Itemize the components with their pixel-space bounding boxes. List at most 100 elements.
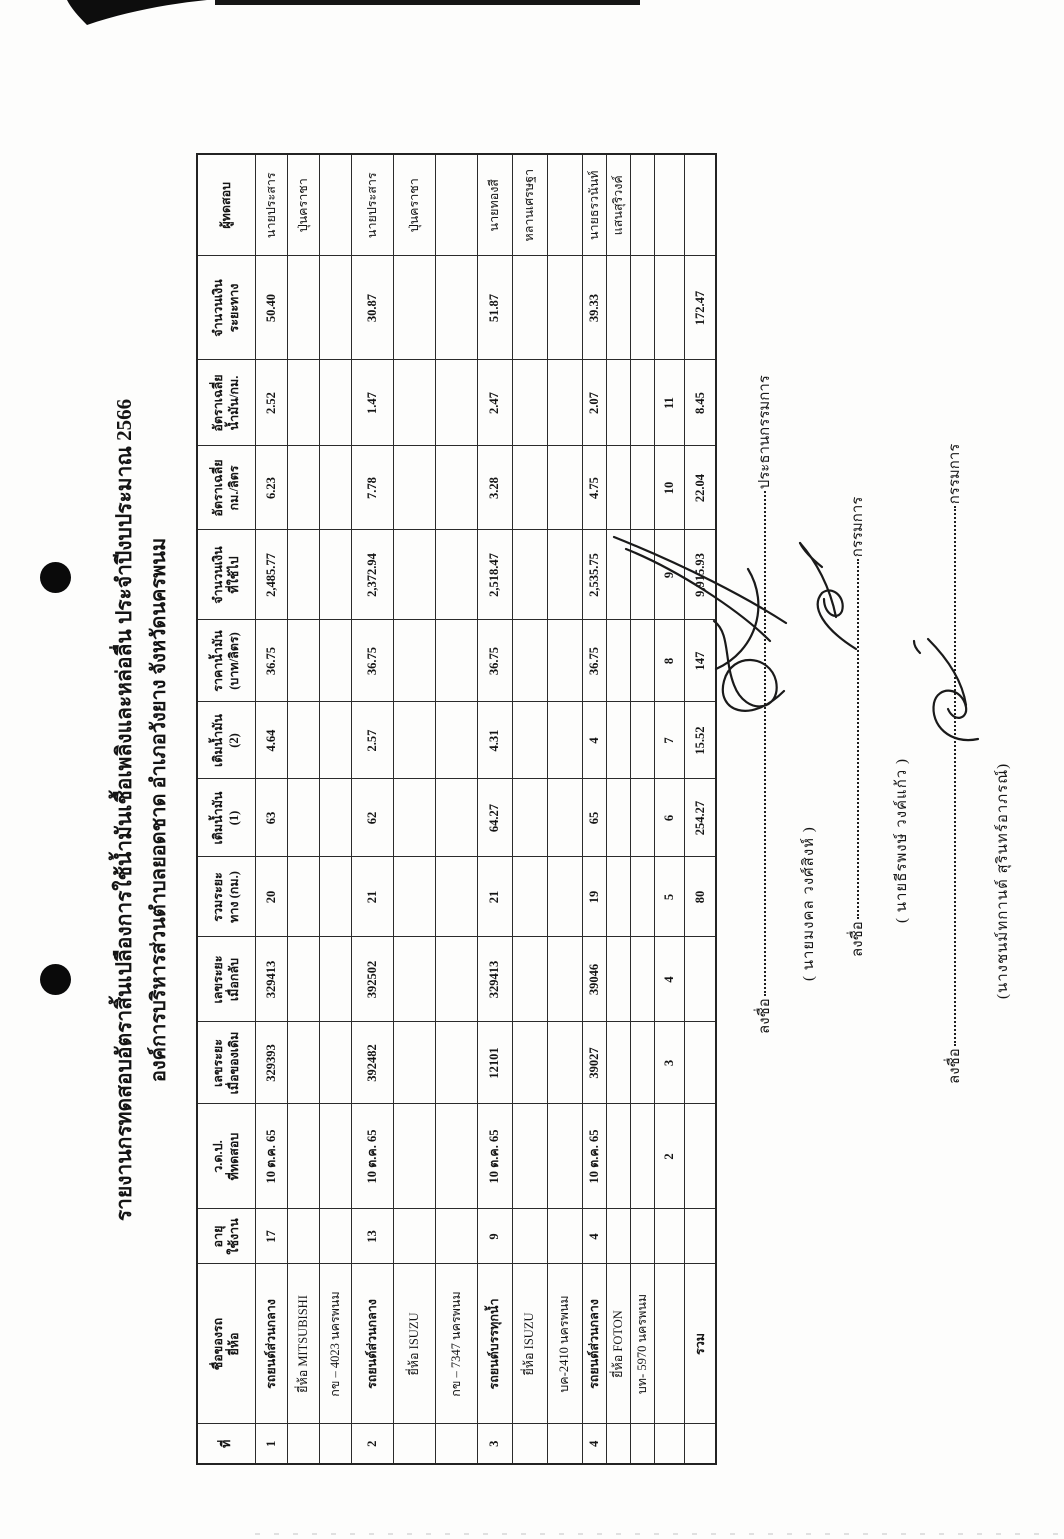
vehicle-4-main-cell-4: 39027 [582, 1022, 606, 1104]
vehicle-4-plate-cell-2 [630, 1209, 654, 1264]
vehicle-3-plate-cell-1: บค-2410 นครพนม [547, 1264, 582, 1424]
vehicle-4-brand-cell-5 [606, 937, 630, 1022]
vehicle-2-brand: ยี่ห้อ ISUZU ปุ่นคราชา [393, 154, 435, 1464]
col-header-5: เลขระยะ เมื่อกลับ [197, 937, 255, 1022]
vehicle-3-main-cell-10: 2,518.47 [477, 530, 512, 620]
vehicle-4-brand-cell-7 [606, 779, 630, 857]
vehicle-4-main-cell-3: 10 ต.ค. 65 [582, 1104, 606, 1209]
vehicle-4-main: 4 รถยนต์ส่วนกลาง 4 10 ต.ค. 65 39027 39046 19 65… [582, 154, 606, 1464]
col-header-12: อัตราเฉลี่ย น้ำมัน/กม. [197, 360, 255, 446]
hole-punch-top [40, 562, 71, 593]
column-number-row: 2 3 4 5 6 7 8 9 10 11 [654, 154, 684, 1464]
vehicle-2-main-cell-1: รถยนต์ส่วนกลาง [351, 1264, 393, 1424]
col-header-line2: ทาง (กม.) [227, 871, 242, 923]
vehicle-1-main-cell-10: 2,485.77 [255, 530, 287, 620]
vehicle-2-brand-cell-9 [393, 620, 435, 702]
vehicle-3-brand-cell-10 [512, 530, 547, 620]
vehicle-1-brand-cell-1: ยี่ห้อ MITSUBISHI [287, 1264, 319, 1424]
col-header-0: ที่ [197, 1424, 255, 1464]
sign-prefix-2: ลงชื่อ [850, 921, 866, 957]
vehicle-2-plate-cell-6 [435, 857, 477, 937]
vehicle-2-main-cell-7: 62 [351, 779, 393, 857]
vehicle-1-main: 1 รถยนต์ส่วนกลาง 17 10 ต.ค. 65 329393 329413 2… [255, 154, 287, 1464]
vehicle-2-plate-cell-14 [435, 154, 477, 256]
col-header-line2: ที่ทดสอบ [227, 1132, 242, 1181]
vehicle-3-main-cell-5: 329413 [477, 937, 512, 1022]
col-header-1: ชื่อของรถ ยี่ห้อ [197, 1264, 255, 1424]
col-header-line1: ว.ด.ป. [211, 1140, 225, 1173]
vehicle-2-main-cell-11: 7.78 [351, 446, 393, 530]
vehicle-4-brand-cell-12 [606, 360, 630, 446]
col-header-line1: จำนวนเงิน [211, 546, 225, 604]
total-row-cell-2 [684, 1209, 716, 1264]
total-row-cell-7: 254.27 [684, 779, 716, 857]
vehicle-1-brand-cell-11 [287, 446, 319, 530]
col-header-line1: เติมน้ำมัน [211, 714, 225, 767]
vehicle-1-plate-cell-14 [319, 154, 351, 256]
vehicle-4-plate-cell-5 [630, 937, 654, 1022]
col-header-line2: ระยะทาง [227, 283, 242, 333]
vehicle-1-brand-cell-8 [287, 702, 319, 779]
vehicle-1-plate-cell-12 [319, 360, 351, 446]
vehicle-2-brand-cell-13 [393, 256, 435, 360]
col-header-line1: เติมน้ำมัน [211, 791, 225, 845]
vehicle-4-main-cell-0: 4 [582, 1424, 606, 1464]
col-header-line2: ที่ใช้ไป [227, 556, 242, 594]
fuel-test-table: ที่ ชื่อของรถ ยี่ห้อ อายุ ใช้งาน ว.ด.ป. ที่ทดส… [196, 153, 717, 1465]
report-title-line1: รายงานกรทดสอบอัตราสิ้นเปลืองการใช้น้ำมัน… [112, 398, 136, 1222]
vehicle-1-brand-cell-5 [287, 937, 319, 1022]
vehicle-1-brand-cell-2 [287, 1209, 319, 1264]
report-title-line2: องค์การบริหารส่วนตำบลยอดชาด อำเภอวังยาง … [148, 537, 171, 1083]
vehicle-3-plate-cell-7 [547, 779, 582, 857]
vehicle-3-main-cell-7: 64.27 [477, 779, 512, 857]
vehicle-3-plate-cell-14 [547, 154, 582, 256]
vehicle-2-plate-cell-12 [435, 360, 477, 446]
col-header-line2: กม./ลิตร [227, 465, 242, 511]
vehicle-1-plate-cell-6 [319, 857, 351, 937]
vehicle-1-main-cell-6: 20 [255, 857, 287, 937]
vehicle-2-main-cell-3: 10 ต.ค. 65 [351, 1104, 393, 1209]
vehicle-4-plate-cell-1: บท- 5970 นครพนม [630, 1264, 654, 1424]
vehicle-2-plate-cell-11 [435, 446, 477, 530]
vehicle-3-plate: บค-2410 นครพนม [547, 154, 582, 1464]
vehicle-2-brand-cell-6 [393, 857, 435, 937]
vehicle-4-main-cell-1: รถยนต์ส่วนกลาง [582, 1264, 606, 1424]
col-header-10: จำนวนเงิน ที่ใช้ไป [197, 530, 255, 620]
vehicle-4-main-cell-2: 4 [582, 1209, 606, 1264]
total-row-cell-6: 80 [684, 857, 716, 937]
vehicle-1-main-cell-1: รถยนต์ส่วนกลาง [255, 1264, 287, 1424]
vehicle-3-main-cell-6: 21 [477, 857, 512, 937]
vehicle-4-brand: ยี่ห้อ FOTON แสนสุริวงค์ [606, 154, 630, 1464]
vehicle-2-plate-cell-8 [435, 702, 477, 779]
total-row-cell-1: รวม [684, 1264, 716, 1424]
col-header-line2: (1) [227, 810, 242, 826]
vehicle-1-plate-cell-10 [319, 530, 351, 620]
vehicle-1-plate-cell-0 [319, 1424, 351, 1464]
vehicle-3-brand-cell-8 [512, 702, 547, 779]
vehicle-2-plate-cell-13 [435, 256, 477, 360]
vehicle-4-plate-cell-7 [630, 779, 654, 857]
vehicle-1-plate-cell-1: กข – 4023 นครพนม [319, 1264, 351, 1424]
vehicle-2-main-cell-9: 36.75 [351, 620, 393, 702]
vehicle-2-plate-cell-5 [435, 937, 477, 1022]
vehicle-1-plate-cell-8 [319, 702, 351, 779]
vehicle-1-main-cell-0: 1 [255, 1424, 287, 1464]
signature-name-1: ( นายมงคล วงศ์สิงห์ ) [801, 826, 817, 981]
vehicle-1-main-cell-13: 50.40 [255, 256, 287, 360]
vehicle-2-brand-cell-3 [393, 1104, 435, 1209]
vehicle-3-brand-cell-11 [512, 446, 547, 530]
vehicle-2-brand-cell-2 [393, 1209, 435, 1264]
vehicle-3-main-cell-13: 51.87 [477, 256, 512, 360]
column-number-row-cell-14 [654, 154, 684, 256]
vehicle-3-main-cell-4: 12101 [477, 1022, 512, 1104]
scan-edge-bar [215, 0, 640, 5]
col-header-8: เติมน้ำมัน (2) [197, 702, 255, 779]
col-header-line1: อัตราเฉลี่ย [211, 459, 225, 517]
hole-punch-bottom [40, 964, 71, 995]
vehicle-3-main-cell-11: 3.28 [477, 446, 512, 530]
vehicle-2-main-cell-5: 392502 [351, 937, 393, 1022]
vehicle-2-main-cell-12: 1.47 [351, 360, 393, 446]
vehicle-3-main: 3 รถยนต์บรรทุกน้ำ 9 10 ต.ค. 65 12101 329413 21… [477, 154, 512, 1464]
col-header-line1: อัตราเฉลี่ย [211, 374, 225, 432]
